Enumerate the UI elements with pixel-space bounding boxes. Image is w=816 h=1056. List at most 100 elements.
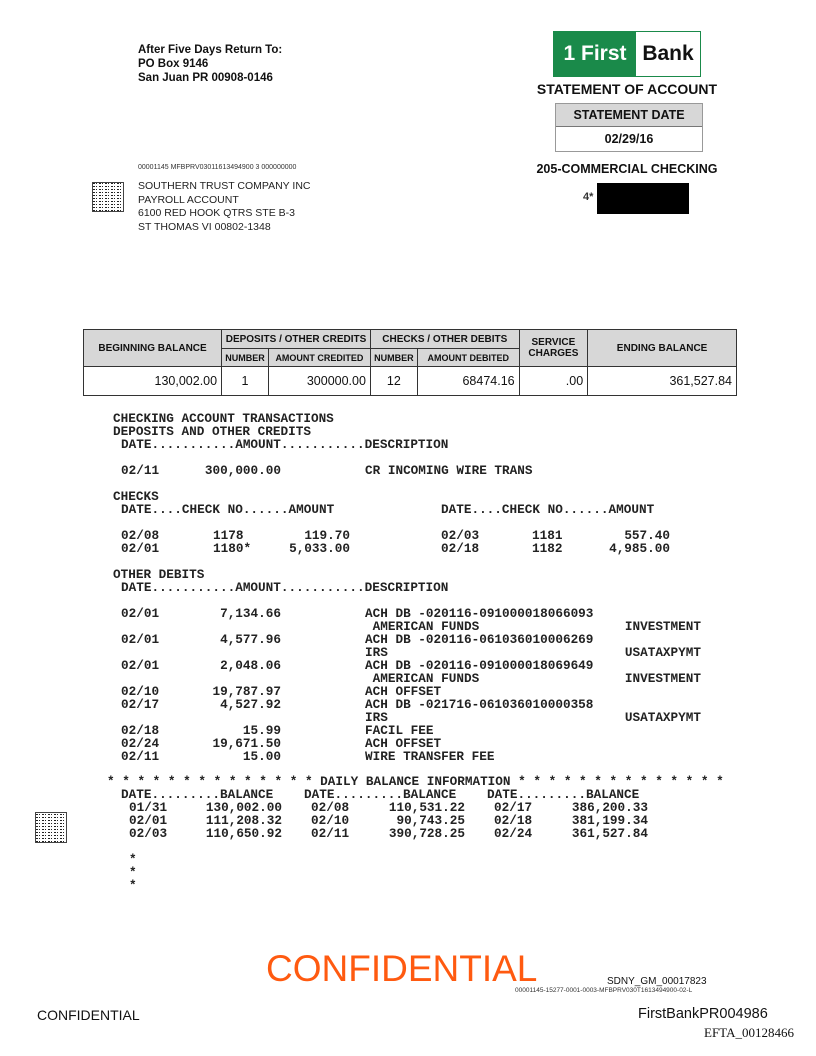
document-code: 00001145-15277-0001-0003-MFBPRV030T16134… — [515, 987, 693, 994]
debit-description: ACH DB -021716-061036010000358 — [365, 697, 594, 712]
daily-balance: 390,728.25 — [388, 826, 465, 841]
firstbank-bates: FirstBankPR004986 — [638, 1006, 768, 1022]
daily-balance: 386,200.33 — [571, 800, 648, 815]
check-count: 12 — [369, 366, 418, 396]
debit-payee: AMERICAN FUNDS — [365, 619, 480, 634]
address-line: 6100 RED HOOK QTRS STE B-3 — [138, 207, 295, 219]
daily-date: 02/10 — [311, 813, 350, 828]
check-amount: 5,033.00 — [289, 541, 350, 556]
debit-payee: IRS — [365, 710, 388, 725]
sdny-bates: SDNY_GM_00017823 — [607, 976, 707, 987]
daily-balance-header-3: DATE.........BALANCE — [487, 787, 640, 802]
deposit-amount: 300,000.00 — [204, 463, 281, 478]
deposits-title: DEPOSITS AND OTHER CREDITS — [113, 424, 311, 439]
deposit-count: 1 — [221, 366, 269, 396]
check-amount: 557.40 — [624, 528, 670, 543]
statement-title: STATEMENT OF ACCOUNT — [536, 81, 718, 97]
daily-date: 02/18 — [494, 813, 533, 828]
beginning-balance: 130,002.00 — [82, 366, 223, 396]
check-number: 1182 — [532, 541, 563, 556]
daily-balance: 381,199.34 — [571, 813, 648, 828]
address-line: ST THOMAS VI 00802-1348 — [138, 220, 271, 233]
checks-header-2: DATE....CHECK NO......AMOUNT — [441, 502, 655, 517]
address-line: SOUTHERN TRUST COMPANY INC — [138, 180, 311, 192]
check-date: 02/18 — [441, 541, 480, 556]
daily-balance: 111,208.32 — [205, 813, 282, 828]
debit-type: USATAXPYMT — [624, 710, 701, 725]
check-date: 02/08 — [121, 528, 160, 543]
debit-type: INVESTMENT — [624, 671, 701, 686]
daily-date: 01/31 — [129, 800, 168, 815]
debit-description: FACIL FEE — [365, 723, 434, 738]
debit-description: ACH DB -020116-091000018066093 — [365, 606, 594, 621]
daily-date: 02/17 — [494, 800, 533, 815]
daily-balance: 110,650.92 — [205, 826, 282, 841]
debits-title: OTHER DEBITS — [113, 567, 205, 582]
debit-type: USATAXPYMT — [624, 645, 701, 660]
debit-description: ACH OFFSET — [365, 736, 442, 751]
address-line: PAYROLL ACCOUNT — [138, 193, 239, 206]
debit-date: 02/01 — [121, 632, 160, 647]
account-number-prefix: 4* — [583, 191, 594, 203]
return-line: PO Box 9146 — [138, 58, 209, 70]
debit-description: ACH DB -020116-091000018069649 — [365, 658, 594, 673]
check-date: 02/03 — [441, 528, 480, 543]
statement-date-value: 02/29/16 — [604, 132, 654, 146]
deposit-description: CR INCOMING WIRE TRANS — [365, 463, 533, 478]
debit-payee: IRS — [365, 645, 388, 660]
daily-date: 02/24 — [494, 826, 533, 841]
debit-amount: 19,671.50 — [212, 736, 281, 751]
debit-date: 02/24 — [121, 736, 160, 751]
first-bank-logo: 1 First Bank — [553, 31, 701, 77]
debit-amount: 15.99 — [242, 723, 281, 738]
checks-title: CHECKS — [113, 489, 159, 504]
debit-date: 02/11 — [121, 749, 160, 764]
mail-code: 00001145 MFBPRV03011613494900 3 00000000… — [138, 164, 297, 171]
header-amount-debited: AMOUNT DEBITED — [416, 348, 520, 367]
debit-type: INVESTMENT — [624, 619, 701, 634]
debit-date: 02/01 — [121, 658, 160, 673]
check-number: 1180* — [213, 541, 252, 556]
service-charges: .00 — [518, 366, 589, 396]
check-number: 1178 — [213, 528, 244, 543]
header-ending-balance: ENDING BALANCE — [587, 329, 737, 367]
debit-amount: 2,048.06 — [220, 658, 281, 673]
header-amount-credited: AMOUNT CREDITED — [267, 348, 371, 367]
check-amount: 4,985.00 — [609, 541, 670, 556]
header-service-charges: SERVICE CHARGES — [518, 329, 589, 367]
star-marker: * — [129, 852, 137, 867]
mailing-address: SOUTHERN TRUST COMPANY INC PAYROLL ACCOU… — [138, 180, 311, 234]
debit-date: 02/18 — [121, 723, 160, 738]
debit-description: ACH OFFSET — [365, 684, 442, 699]
statement-date-label: STATEMENT DATE — [556, 104, 702, 127]
return-address: After Five Days Return To: PO Box 9146 S… — [138, 43, 282, 85]
header-deposit-number: NUMBER — [221, 348, 269, 367]
daily-date: 02/03 — [129, 826, 168, 841]
amount-credited: 300000.00 — [267, 366, 371, 396]
deposits-header: DATE...........AMOUNT...........DESCRIPT… — [121, 437, 449, 452]
debit-amount: 19,787.97 — [212, 684, 281, 699]
amount-debited: 68474.16 — [416, 366, 520, 396]
confidential-stamp: CONFIDENTIAL — [266, 948, 538, 989]
check-amount: 119.70 — [304, 528, 350, 543]
barcode-icon — [92, 182, 124, 212]
debit-date: 02/17 — [121, 697, 160, 712]
daily-balance-header: DATE.........BALANCE — [121, 787, 274, 802]
debit-description: ACH DB -020116-061036010006269 — [365, 632, 594, 647]
daily-date: 02/08 — [311, 800, 350, 815]
debit-amount: 4,577.96 — [220, 632, 281, 647]
daily-balance: 361,527.84 — [571, 826, 648, 841]
daily-date: 02/11 — [311, 826, 350, 841]
logo-left: 1 First — [554, 32, 636, 76]
debit-amount: 15.00 — [242, 749, 281, 764]
debit-date: 02/10 — [121, 684, 160, 699]
daily-balance: 110,531.22 — [388, 800, 465, 815]
debit-amount: 4,527.92 — [220, 697, 281, 712]
daily-balance: 130,002.00 — [205, 800, 282, 815]
checks-header: DATE....CHECK NO......AMOUNT — [121, 502, 335, 517]
debit-description: WIRE TRANSFER FEE — [365, 749, 495, 764]
daily-balance: 90,743.25 — [396, 813, 465, 828]
check-number: 1181 — [532, 528, 563, 543]
ending-balance: 361,527.84 — [587, 366, 737, 396]
